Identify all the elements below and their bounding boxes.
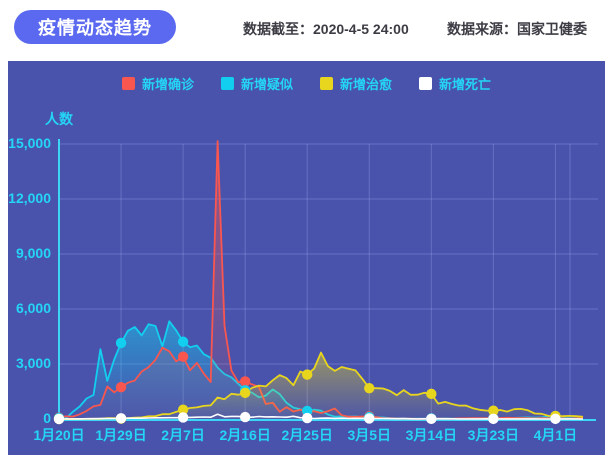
y-tick-label: 9,000 <box>15 245 51 261</box>
trend-chart <box>53 139 598 425</box>
legend-item-confirmed[interactable]: 新增确诊 <box>121 74 194 93</box>
deaths-swatch-icon <box>419 76 433 90</box>
page-title: 疫情动态趋势 <box>38 18 152 38</box>
chart-panel: 新增确诊 新增疑似 新增治愈 新增死亡 人数 15,000 12,000 9,000… <box>8 61 605 455</box>
header: 疫情动态趋势 数据截至：2020-4-5 24:00 数据来源：国家卫健委 <box>0 0 614 56</box>
page-title-pill: 疫情动态趋势 <box>14 10 176 44</box>
suspected-swatch-icon <box>220 76 234 90</box>
legend-item-deaths[interactable]: 新增死亡 <box>419 74 491 93</box>
y-tick-label: 3,000 <box>15 355 51 371</box>
x-tick-label: 1月20日 <box>33 427 85 443</box>
data-source-text: 数据来源：国家卫健委 <box>447 21 587 37</box>
legend-item-suspected[interactable]: 新增疑似 <box>220 74 293 93</box>
y-tick-label: 6,000 <box>15 300 51 316</box>
legend-label-deaths: 新增死亡 <box>439 76 492 92</box>
y-axis-title: 人数 <box>45 111 73 127</box>
y-tick-label: 15,000 <box>8 135 51 151</box>
legend-label-cured: 新增治愈 <box>340 76 393 92</box>
x-tick-label: 2月25日 <box>281 427 333 443</box>
legend-label-suspected: 新增疑似 <box>240 76 293 92</box>
x-tick-label: 3月5日 <box>347 427 392 443</box>
y-tick-label: 12,000 <box>8 190 51 206</box>
x-tick-label: 2月16日 <box>219 427 271 443</box>
chart-legend: 新增确诊 新增疑似 新增治愈 新增死亡 <box>8 74 605 92</box>
x-tick-label: 2月7日 <box>161 427 205 443</box>
cured-swatch-icon <box>320 76 333 90</box>
data-cutoff-text: 数据截至：2020-4-5 24:00 <box>243 21 409 37</box>
confirmed-swatch-icon <box>121 76 135 90</box>
x-tick-label: 3月23日 <box>467 427 520 443</box>
legend-item-cured[interactable]: 新增治愈 <box>320 74 392 93</box>
x-tick-label: 3月14日 <box>405 427 457 443</box>
legend-label-confirmed: 新增确诊 <box>141 76 194 92</box>
x-tick-label: 4月1日 <box>533 427 578 443</box>
y-tick-label: 0 <box>43 410 51 426</box>
x-tick-label: 1月29日 <box>95 427 147 443</box>
